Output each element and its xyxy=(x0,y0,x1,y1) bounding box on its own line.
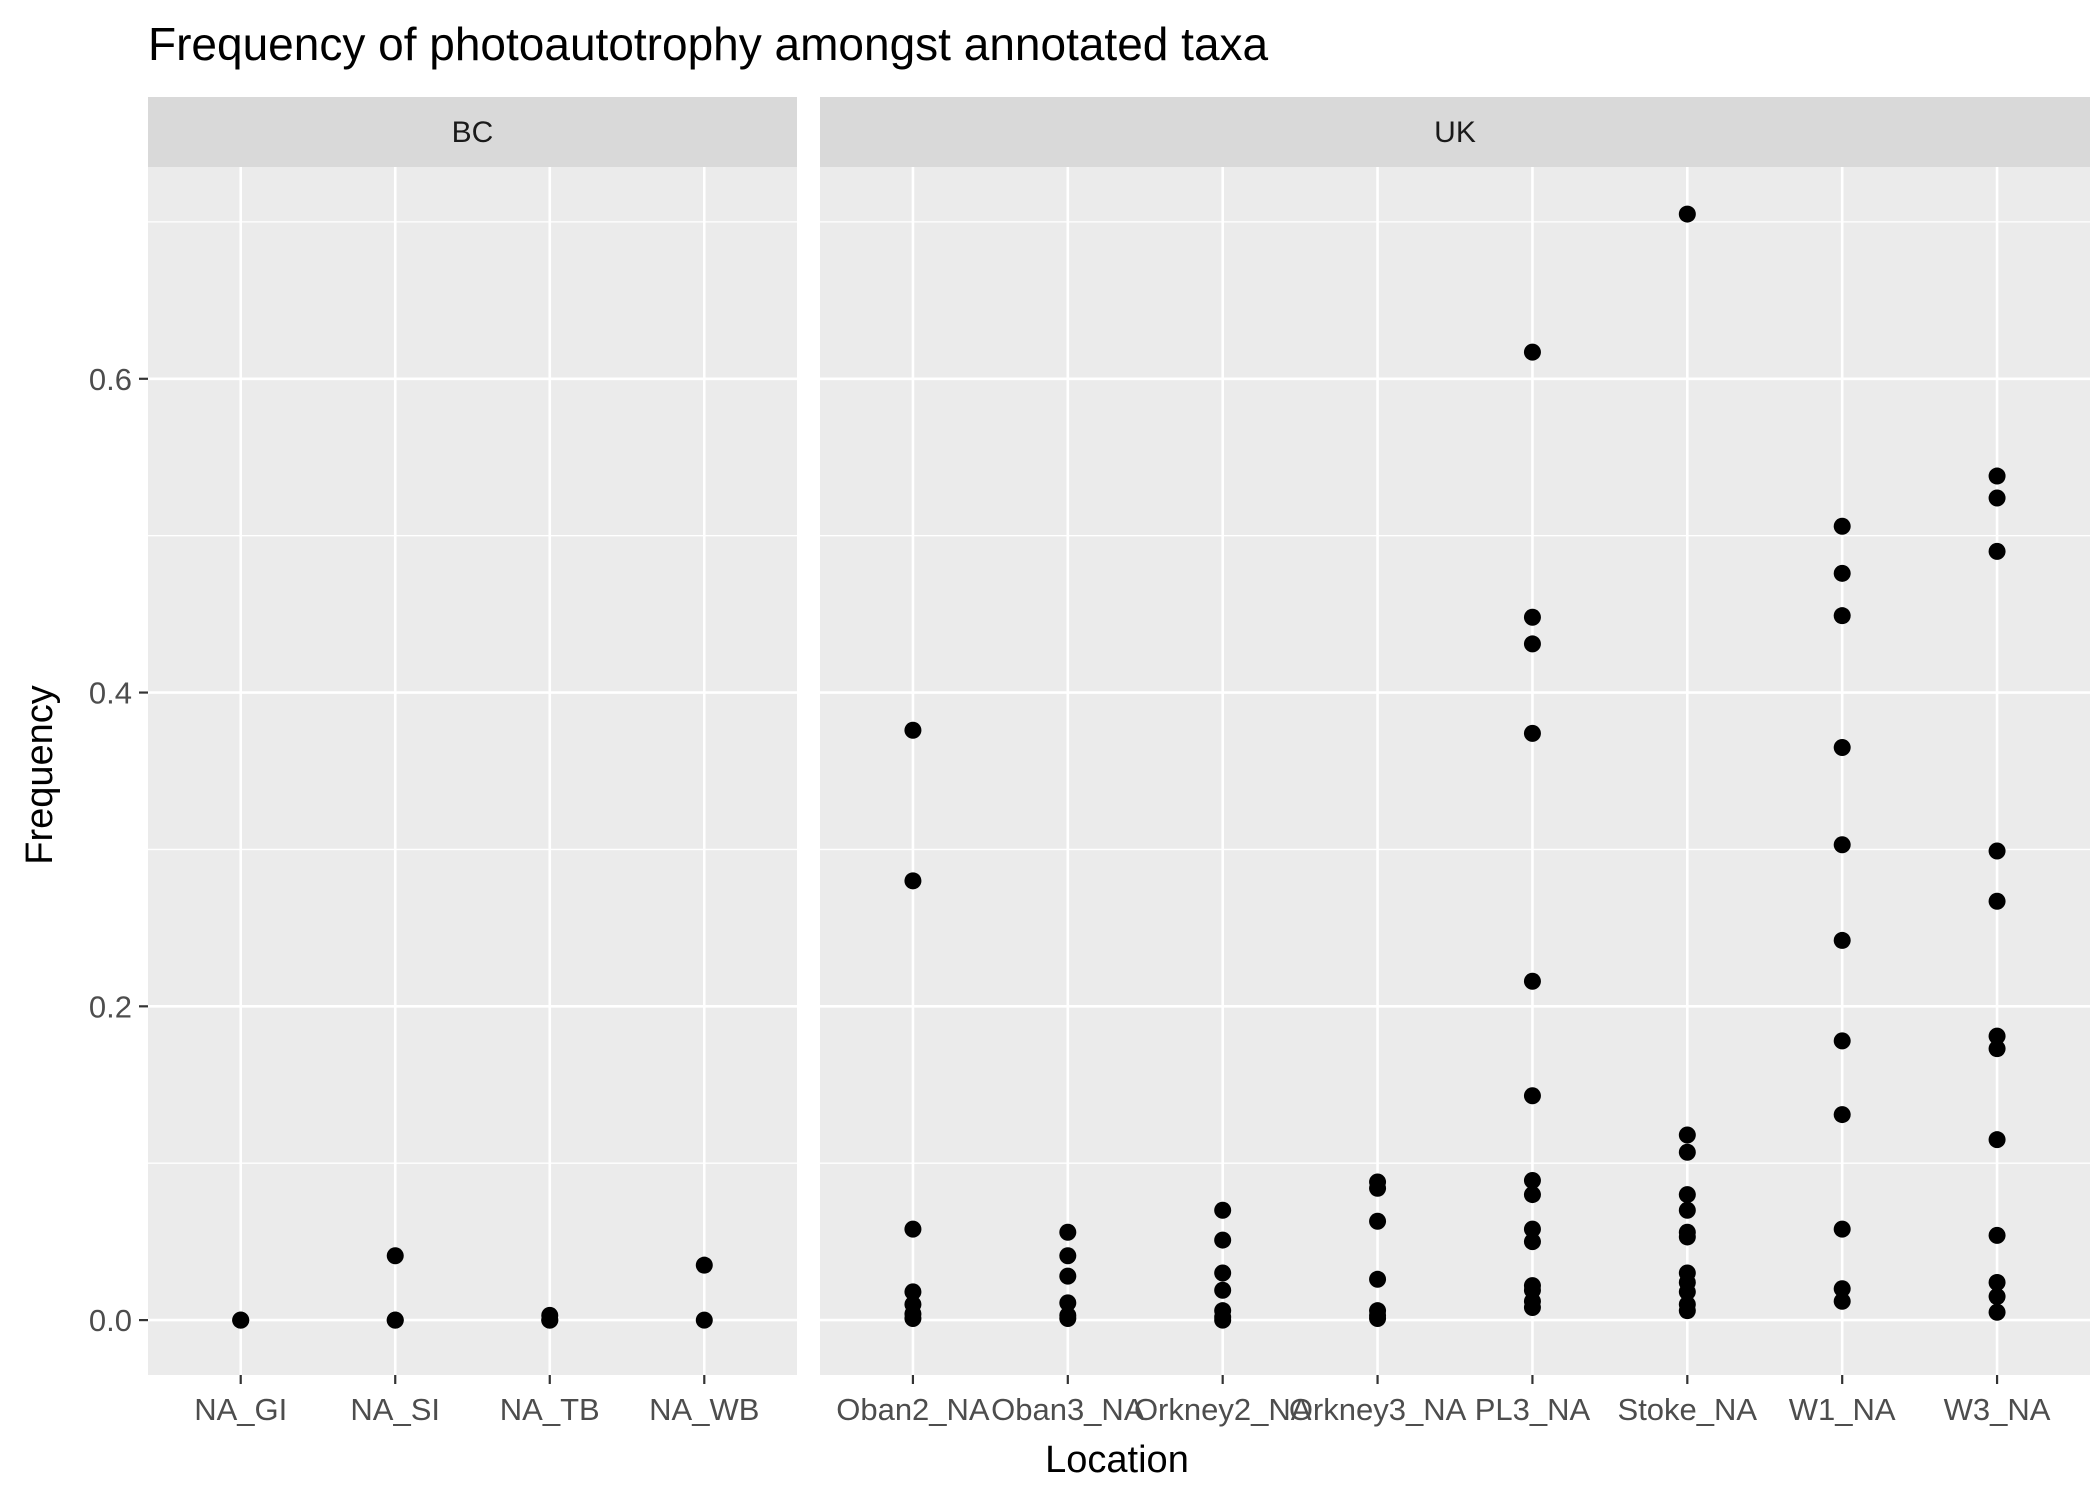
data-point xyxy=(1833,1220,1851,1238)
facet-strip-label: BC xyxy=(452,116,494,149)
data-point xyxy=(1369,1270,1387,1288)
facet-strip xyxy=(148,97,797,167)
data-point xyxy=(695,1256,713,1274)
y-tick-label: 0.2 xyxy=(89,989,132,1024)
x-axis-title: Location xyxy=(1045,1439,1189,1481)
data-point xyxy=(1523,1087,1541,1105)
data-point xyxy=(1678,1186,1696,1204)
data-point xyxy=(1988,1131,2006,1149)
data-point xyxy=(232,1311,250,1329)
y-tick-label: 0.6 xyxy=(89,362,132,397)
data-point xyxy=(1988,1288,2006,1306)
x-tick-label: NA_GI xyxy=(194,1392,287,1427)
data-point xyxy=(1678,1126,1696,1144)
data-point xyxy=(1988,1303,2006,1321)
chart-title: Frequency of photoautotrophy amongst ann… xyxy=(148,18,1269,70)
y-tick-label: 0.0 xyxy=(89,1303,132,1338)
panel-background xyxy=(148,167,797,1375)
x-tick-label: W3_NA xyxy=(1944,1392,2051,1427)
data-point xyxy=(386,1311,404,1329)
data-point xyxy=(1988,1027,2006,1045)
data-point xyxy=(1678,1201,1696,1219)
data-point xyxy=(386,1247,404,1265)
data-point xyxy=(1833,931,1851,949)
data-point xyxy=(904,721,922,739)
y-tick-label: 0.4 xyxy=(89,676,132,711)
data-point xyxy=(1059,1247,1077,1265)
data-point xyxy=(1214,1201,1232,1219)
data-point xyxy=(1523,1171,1541,1189)
data-point xyxy=(1833,1292,1851,1310)
data-point xyxy=(695,1311,713,1329)
x-tick-label: Orkney2_NA xyxy=(1134,1392,1312,1427)
facet-strip-label: UK xyxy=(1434,116,1476,149)
data-point xyxy=(1988,542,2006,560)
data-point xyxy=(1059,1310,1077,1328)
data-point xyxy=(1833,1032,1851,1050)
data-point xyxy=(1988,467,2006,485)
data-point xyxy=(1523,1299,1541,1317)
data-point xyxy=(541,1311,559,1329)
data-point xyxy=(1523,343,1541,361)
data-point xyxy=(1833,738,1851,756)
data-point xyxy=(1369,1310,1387,1328)
y-axis-title: Frequency xyxy=(19,685,61,865)
data-point xyxy=(904,872,922,890)
x-tick-label: NA_TB xyxy=(500,1392,600,1427)
data-point xyxy=(1988,1226,2006,1244)
data-point xyxy=(1988,489,2006,507)
data-point xyxy=(1833,564,1851,582)
data-point xyxy=(1678,1143,1696,1161)
data-point xyxy=(1678,205,1696,223)
x-tick-label: PL3_NA xyxy=(1475,1392,1591,1427)
data-point xyxy=(1214,1311,1232,1329)
data-point xyxy=(1988,892,2006,910)
x-tick-label: NA_WB xyxy=(649,1392,759,1427)
data-point xyxy=(1214,1231,1232,1249)
data-point xyxy=(1059,1294,1077,1312)
data-point xyxy=(1523,1186,1541,1204)
x-tick-label: Orkney3_NA xyxy=(1289,1392,1467,1427)
data-point xyxy=(1833,1106,1851,1124)
data-point xyxy=(904,1310,922,1328)
data-point xyxy=(1833,517,1851,535)
data-point xyxy=(1678,1302,1696,1320)
data-point xyxy=(1523,635,1541,653)
x-tick-label: Oban3_NA xyxy=(991,1392,1145,1427)
data-point xyxy=(1833,836,1851,854)
data-point xyxy=(1214,1281,1232,1299)
data-point xyxy=(1988,842,2006,860)
panel-bc: BC NA_GI NA_SI NA_TB NA_WB xyxy=(148,97,797,1427)
facet-strip xyxy=(820,97,2090,167)
data-point xyxy=(1833,607,1851,625)
data-point xyxy=(1523,1220,1541,1238)
data-point xyxy=(1988,1273,2006,1291)
data-point xyxy=(1523,972,1541,990)
data-point xyxy=(1523,608,1541,626)
x-tick-label: Oban2_NA xyxy=(836,1392,990,1427)
data-point xyxy=(1988,1040,2006,1058)
data-point xyxy=(1523,1233,1541,1251)
data-point xyxy=(1369,1212,1387,1230)
data-point xyxy=(904,1283,922,1301)
data-point xyxy=(904,1220,922,1238)
data-point xyxy=(1214,1264,1232,1282)
data-point xyxy=(1833,1280,1851,1298)
data-point xyxy=(1678,1283,1696,1301)
x-tick-label: W1_NA xyxy=(1789,1392,1896,1427)
data-point xyxy=(1678,1228,1696,1246)
data-point xyxy=(1059,1223,1077,1241)
panel-background xyxy=(820,167,2090,1375)
x-tick-label: NA_SI xyxy=(350,1392,440,1427)
data-point xyxy=(1523,724,1541,742)
x-tick-label: Stoke_NA xyxy=(1618,1392,1758,1427)
data-point xyxy=(1369,1179,1387,1197)
data-point xyxy=(1059,1267,1077,1285)
